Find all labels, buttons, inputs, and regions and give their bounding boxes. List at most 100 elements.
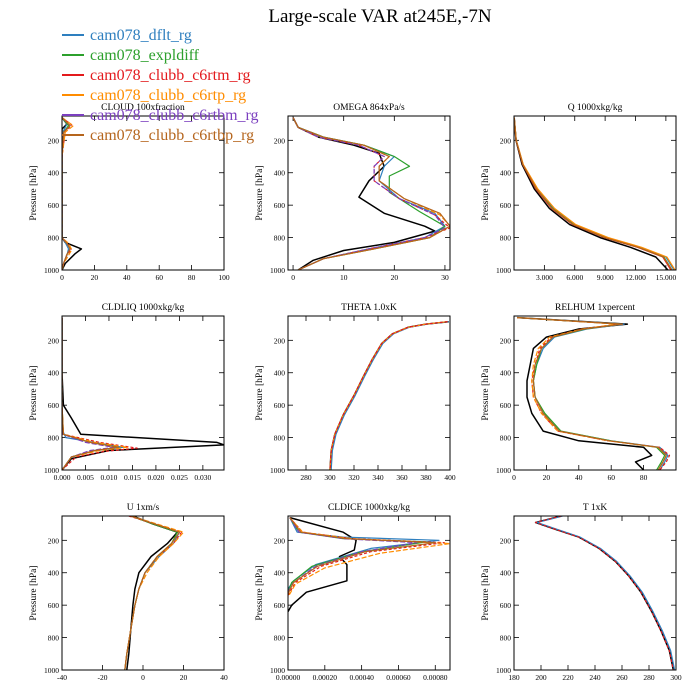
- series-line: [62, 117, 83, 270]
- legend-label: cam078_expldiff: [90, 47, 200, 64]
- series-line: [288, 517, 436, 595]
- x-tick-label: 6.000: [566, 273, 583, 282]
- y-tick-label: 200: [274, 536, 286, 545]
- panel-title: OMEGA 864xPa/s: [333, 103, 405, 113]
- x-tick-label: 0.000: [54, 473, 71, 482]
- series-line: [329, 321, 448, 470]
- series-line: [292, 117, 450, 270]
- legend-item: cam078_clubb_c6rtbm_rg: [62, 107, 259, 124]
- y-axis-label: Pressure [hPa]: [481, 565, 491, 620]
- series-line: [62, 117, 71, 270]
- x-tick-label: 260: [616, 673, 628, 682]
- y-axis-label: Pressure [hPa]: [29, 165, 39, 220]
- panel-7: CLDICE 1000xkg/kg Pressure [hPa] 200 400 600…: [255, 503, 451, 682]
- y-tick-label: 200: [500, 136, 512, 145]
- y-tick-label: 400: [274, 169, 286, 178]
- series-line: [292, 117, 450, 270]
- x-tick-label: 40: [220, 673, 228, 682]
- x-tick-label: 60: [155, 273, 163, 282]
- y-tick-label: 1000: [270, 266, 285, 275]
- panel-2: Q 1000xkg/kg Pressure [hPa] 200 400 600 800 10…: [481, 103, 677, 282]
- x-tick-label: 280: [643, 673, 655, 682]
- y-tick-label: 1000: [270, 666, 285, 675]
- series-line: [534, 516, 674, 670]
- series-line: [517, 317, 667, 470]
- y-tick-label: 600: [48, 601, 60, 610]
- y-axis-label: Pressure [hPa]: [29, 365, 39, 420]
- x-tick-label: 0.00020: [313, 673, 338, 682]
- panel-title: CLOUD 100xfraction: [101, 102, 185, 113]
- series-line: [288, 517, 427, 593]
- series-line: [329, 320, 449, 470]
- y-tick-label: 600: [274, 401, 286, 410]
- legend-label: cam078_clubb_c6rtp_rg: [90, 87, 246, 104]
- legend-item: cam078_dflt_rg: [62, 27, 192, 44]
- series-line: [62, 117, 74, 270]
- x-tick-label: 20: [543, 473, 551, 482]
- y-tick-label: 400: [500, 569, 512, 578]
- series-line: [330, 321, 449, 470]
- x-tick-label: 320: [348, 473, 360, 482]
- x-tick-label: 340: [372, 473, 384, 482]
- x-tick-label: 0: [60, 273, 64, 282]
- series-line: [329, 321, 448, 470]
- x-tick-label: 0: [512, 473, 516, 482]
- series-line: [517, 317, 669, 470]
- y-tick-label: 800: [48, 434, 60, 443]
- y-tick-label: 1000: [496, 666, 511, 675]
- y-tick-label: 200: [274, 136, 286, 145]
- x-tick-label: 0.010: [101, 473, 118, 482]
- x-tick-label: 20: [180, 673, 188, 682]
- x-tick-label: 80: [640, 473, 648, 482]
- plot-frame: [513, 115, 677, 271]
- legend-item: cam078_clubb_c6rtp_rg: [62, 87, 246, 104]
- plot-frame: [287, 515, 451, 671]
- legend-label: cam078_clubb_c6rtm_rg: [90, 67, 251, 84]
- panel-title: THETA 1.0xK: [341, 303, 397, 313]
- y-tick-label: 1000: [44, 466, 59, 475]
- y-tick-label: 800: [500, 234, 512, 243]
- x-tick-label: 3.000: [536, 273, 553, 282]
- x-tick-label: 180: [508, 673, 520, 682]
- y-tick-label: 1000: [496, 266, 511, 275]
- panel-4: THETA 1.0xK Pressure [hPa] 200 400 600 800 100…: [255, 303, 456, 482]
- y-tick-label: 1000: [44, 266, 59, 275]
- plot-frame: [513, 515, 677, 671]
- x-tick-label: 40: [575, 473, 583, 482]
- x-tick-label: 80: [188, 273, 196, 282]
- y-tick-label: 400: [274, 569, 286, 578]
- series-line: [124, 516, 180, 670]
- series-line: [514, 117, 669, 270]
- series-group: [517, 316, 671, 470]
- x-tick-label: 300: [670, 673, 682, 682]
- x-tick-label: 0.00060: [386, 673, 411, 682]
- series-line: [292, 117, 446, 270]
- y-tick-label: 400: [48, 169, 60, 178]
- x-tick-label: 12.000: [625, 273, 646, 282]
- x-tick-label: 0.030: [194, 473, 211, 482]
- page-title: Large-scale VAR at245E,-7N: [268, 6, 491, 27]
- series-line: [62, 317, 115, 470]
- x-tick-label: 200: [535, 673, 547, 682]
- y-axis-label: Pressure [hPa]: [255, 565, 265, 620]
- x-tick-label: -20: [98, 673, 108, 682]
- series-group: [288, 516, 450, 612]
- y-tick-label: 400: [500, 369, 512, 378]
- series-line: [517, 316, 653, 470]
- series-group: [534, 516, 676, 670]
- x-tick-label: 0.00080: [423, 673, 448, 682]
- series-line: [288, 517, 440, 590]
- y-tick-label: 600: [48, 401, 60, 410]
- y-tick-label: 200: [48, 336, 60, 345]
- series-group: [292, 117, 450, 270]
- series-line: [292, 117, 436, 270]
- legend-label: cam078_dflt_rg: [90, 27, 192, 44]
- x-tick-label: 240: [589, 673, 601, 682]
- y-tick-label: 200: [500, 336, 512, 345]
